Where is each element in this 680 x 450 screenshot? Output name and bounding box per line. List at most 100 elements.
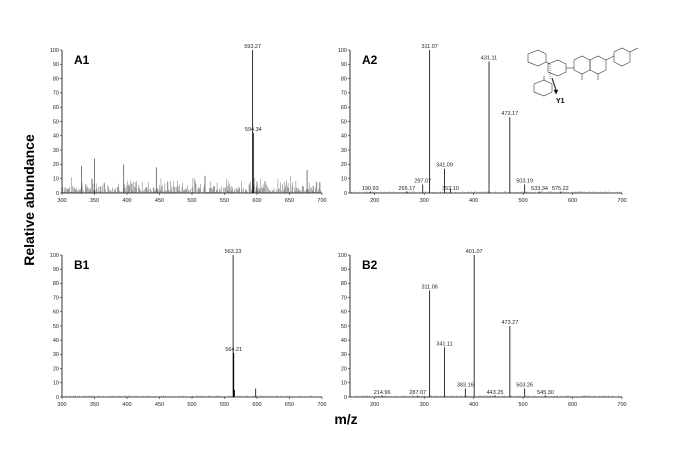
x-tick-label: 600 <box>252 198 261 204</box>
y-tick-label: 50 <box>341 324 347 330</box>
y-tick-label: 40 <box>341 338 347 344</box>
panel-A2: 0 10 20 30 40 50 60 70 80 90 100 200 300 400 500 600 700… <box>338 44 627 204</box>
peak-label: 353.10 <box>442 186 459 192</box>
peak-label: 214.96 <box>374 390 391 396</box>
y-tick-label: 80 <box>341 281 347 287</box>
y-tick-label: 40 <box>53 134 59 140</box>
x-tick-label: 300 <box>57 198 66 204</box>
y-tick-label: 70 <box>53 91 59 97</box>
y-tick-label: 80 <box>53 76 59 82</box>
x-axis-label: m/z <box>334 411 357 427</box>
x-tick-label: 400 <box>469 198 478 204</box>
y-tick-label: 60 <box>53 105 59 111</box>
y-tick-label: 0 <box>56 191 59 197</box>
peak-label: 473.17 <box>501 111 518 117</box>
y-tick-label: 70 <box>53 295 59 301</box>
panel-B2: 0 10 20 30 40 50 60 70 80 90 100 200 300 400 500 600 700… <box>338 249 627 408</box>
x-tick-label: 600 <box>252 402 261 408</box>
x-tick-label: 400 <box>122 198 131 204</box>
x-tick-label: 350 <box>90 198 99 204</box>
panel-label: B1 <box>74 258 90 272</box>
x-tick-label: 200 <box>370 402 379 408</box>
fragment-label: Y1 <box>556 98 565 105</box>
peak-label: 341.11 <box>436 341 452 347</box>
x-tick-label: 400 <box>122 402 131 408</box>
peak-label: 383.16 <box>457 382 474 388</box>
x-tick-label: 300 <box>57 402 66 408</box>
y-tick-label: 0 <box>56 395 59 401</box>
peak-label: 297.07 <box>414 178 431 184</box>
y-tick-label: 10 <box>53 177 59 183</box>
y-tick-label: 20 <box>53 366 59 372</box>
x-tick-label: 300 <box>420 198 429 204</box>
y-tick-label: 90 <box>341 267 347 273</box>
y-axis-label: Relative abundance <box>21 134 37 266</box>
y-tick-label: 100 <box>338 253 347 259</box>
x-tick-label: 700 <box>617 198 626 204</box>
y-tick-label: 90 <box>53 62 59 68</box>
y-tick-label: 30 <box>341 148 347 154</box>
peak-label: 311.06 <box>421 285 437 291</box>
peak-label: 431.11 <box>481 55 497 61</box>
y-tick-label: 80 <box>341 76 347 82</box>
y-tick-label: 10 <box>341 177 347 183</box>
y-tick-label: 100 <box>50 253 59 259</box>
y-tick-label: 20 <box>341 162 347 168</box>
peak-label: 563.23 <box>225 249 242 255</box>
y-tick-label: 10 <box>341 381 347 387</box>
x-tick-label: 700 <box>317 402 326 408</box>
x-tick-label: 600 <box>568 402 577 408</box>
y-tick-label: 80 <box>53 281 59 287</box>
peak-label: 564.21 <box>225 347 242 353</box>
peak-label: 545.30 <box>537 390 554 396</box>
peak-label: 190.93 <box>362 186 379 192</box>
peak-label: 341.09 <box>436 163 453 169</box>
peak-label: 401.07 <box>466 249 483 255</box>
y-tick-label: 30 <box>53 352 59 358</box>
peak-label: 575.22 <box>552 186 569 192</box>
x-tick-label: 550 <box>220 402 229 408</box>
x-tick-label: 700 <box>317 198 326 204</box>
y-tick-label: 20 <box>53 162 59 168</box>
peak-label: 443.25 <box>487 390 504 396</box>
peak-label: 593.27 <box>244 44 261 50</box>
peak-label: 503.19 <box>516 178 533 184</box>
peak-label: 533.34 <box>531 186 548 192</box>
x-tick-label: 450 <box>155 402 164 408</box>
y-tick-label: 50 <box>53 324 59 330</box>
peak-label: 473.27 <box>501 320 518 326</box>
x-tick-label: 450 <box>155 198 164 204</box>
peak-label: 594.34 <box>245 127 262 133</box>
y-tick-label: 60 <box>53 310 59 316</box>
y-tick-label: 90 <box>341 62 347 68</box>
panel-label: B2 <box>362 258 378 272</box>
y-tick-label: 50 <box>53 119 59 125</box>
y-tick-label: 60 <box>341 105 347 111</box>
panel-B1: 0 10 20 30 40 50 60 70 80 90 100 300 350 400 450 500 550… <box>50 249 327 408</box>
y-tick-label: 10 <box>53 381 59 387</box>
y-tick-label: 100 <box>338 48 347 54</box>
peak-label: 311.07 <box>421 44 437 50</box>
panel-label: A1 <box>74 53 90 67</box>
x-tick-label: 600 <box>568 198 577 204</box>
y-tick-label: 70 <box>341 91 347 97</box>
y-tick-label: 50 <box>341 119 347 125</box>
x-tick-label: 400 <box>469 402 478 408</box>
peak-label: 287.07 <box>409 390 426 396</box>
y-tick-label: 90 <box>53 267 59 273</box>
x-tick-label: 500 <box>187 402 196 408</box>
y-tick-label: 100 <box>50 48 59 54</box>
panel-A1: 0 10 20 30 40 50 60 70 80 90 100 300 350 400 450 500 550… <box>50 44 327 204</box>
x-tick-label: 500 <box>518 198 527 204</box>
x-tick-label: 550 <box>220 198 229 204</box>
y-tick-label: 30 <box>341 352 347 358</box>
x-tick-label: 500 <box>187 198 196 204</box>
y-tick-label: 40 <box>341 134 347 140</box>
x-tick-label: 350 <box>90 402 99 408</box>
panel-label: A2 <box>362 53 378 67</box>
x-tick-label: 200 <box>370 198 379 204</box>
peak-label: 503.26 <box>516 382 533 388</box>
molecule-structure <box>527 47 639 97</box>
